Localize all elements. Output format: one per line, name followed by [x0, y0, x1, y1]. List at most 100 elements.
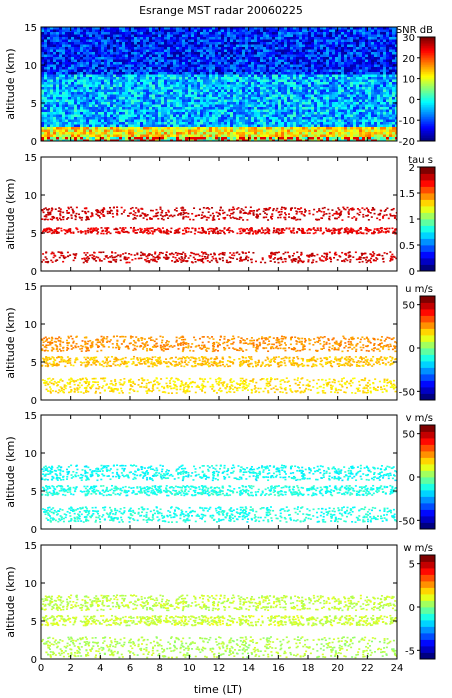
heat-cell	[260, 59, 264, 63]
heat-cell	[368, 107, 372, 110]
heat-cell	[77, 59, 81, 63]
heat-cell	[65, 89, 69, 93]
heat-cell	[242, 82, 246, 85]
heat-cell	[122, 109, 126, 113]
heat-cell	[176, 67, 180, 70]
heat-cell	[68, 104, 72, 108]
heat-cell	[302, 119, 306, 123]
heat-cell	[353, 77, 357, 80]
heat-cell	[314, 82, 318, 85]
heat-cell	[59, 87, 63, 90]
heat-cell	[110, 34, 114, 38]
heat-cell	[323, 67, 327, 70]
heat-cell	[368, 94, 372, 98]
heat-cell	[212, 129, 216, 133]
heat-cell	[383, 32, 387, 35]
heat-cell	[239, 42, 243, 45]
heat-cell	[320, 102, 324, 105]
heat-cell	[152, 37, 156, 40]
heat-cell	[377, 129, 381, 133]
heat-cell	[233, 89, 237, 93]
heat-cell	[47, 37, 51, 40]
heat-cell	[365, 34, 369, 38]
heat-cell	[125, 129, 129, 133]
heat-cell	[308, 92, 312, 95]
heat-cell	[332, 119, 336, 123]
heat-cell	[257, 117, 261, 120]
heat-cell	[296, 34, 300, 38]
heat-cell	[251, 37, 255, 40]
heat-cell	[110, 104, 114, 108]
heat-cell	[257, 44, 261, 48]
heat-cell	[293, 52, 297, 55]
heat-cell	[74, 69, 78, 73]
heat-cell	[380, 27, 384, 30]
heat-cell	[236, 94, 240, 98]
heat-cell	[383, 72, 387, 75]
heat-cell	[170, 34, 174, 38]
heat-cell	[212, 124, 216, 128]
heat-cell	[101, 107, 105, 110]
heat-cell	[392, 69, 396, 73]
heat-cell	[383, 69, 387, 73]
heat-cell	[161, 89, 165, 93]
heat-cell	[338, 37, 342, 40]
heat-cell	[362, 77, 366, 80]
heat-cell	[92, 79, 96, 83]
heat-cell	[317, 112, 321, 115]
heat-cell	[50, 92, 54, 95]
heat-cell	[122, 127, 126, 130]
heat-cell	[281, 87, 285, 90]
heat-cell	[140, 72, 144, 75]
heat-cell	[392, 34, 396, 38]
heat-cell	[380, 74, 384, 78]
heat-cell	[176, 69, 180, 73]
heat-cell	[257, 122, 261, 125]
heat-cell	[389, 92, 393, 95]
heat-cell	[68, 52, 72, 55]
heat-cell	[197, 114, 201, 118]
heat-cell	[101, 52, 105, 55]
heat-cell	[377, 77, 381, 80]
heat-cell	[122, 37, 126, 40]
heat-cell	[119, 87, 123, 90]
heat-cell	[74, 87, 78, 90]
heat-cell	[131, 34, 135, 38]
heat-cell	[365, 97, 369, 100]
heat-cell	[164, 79, 168, 83]
heat-cell	[83, 92, 87, 95]
heat-cell	[143, 69, 147, 73]
heat-cell	[53, 37, 57, 40]
heat-cell	[245, 62, 249, 65]
heat-cell	[326, 117, 330, 120]
heat-cell	[257, 52, 261, 55]
heat-cell	[347, 59, 351, 63]
heat-cell	[131, 94, 135, 98]
heat-cell	[272, 84, 276, 88]
heat-cell	[176, 29, 180, 33]
heat-cell	[176, 82, 180, 85]
heat-cell	[374, 62, 378, 65]
heat-cell	[317, 57, 321, 60]
heat-cell	[311, 52, 315, 55]
heat-cell	[263, 27, 267, 30]
heat-cell	[284, 109, 288, 113]
heat-cell	[137, 39, 141, 43]
heat-cell	[338, 117, 342, 120]
heat-cell	[95, 87, 99, 90]
heat-cell	[296, 39, 300, 43]
heat-cell	[377, 72, 381, 75]
heat-cell	[389, 59, 393, 63]
heat-cell	[218, 44, 222, 48]
heat-cell	[194, 122, 198, 125]
heat-cell	[176, 84, 180, 88]
heat-cell	[362, 59, 366, 63]
heat-cell	[341, 62, 345, 65]
heat-cell	[221, 87, 225, 90]
heat-cell	[329, 117, 333, 120]
heat-cell	[383, 37, 387, 40]
heat-cell	[329, 62, 333, 65]
heat-cell	[302, 122, 306, 125]
heat-cell	[137, 104, 141, 108]
heat-cell	[230, 32, 234, 35]
